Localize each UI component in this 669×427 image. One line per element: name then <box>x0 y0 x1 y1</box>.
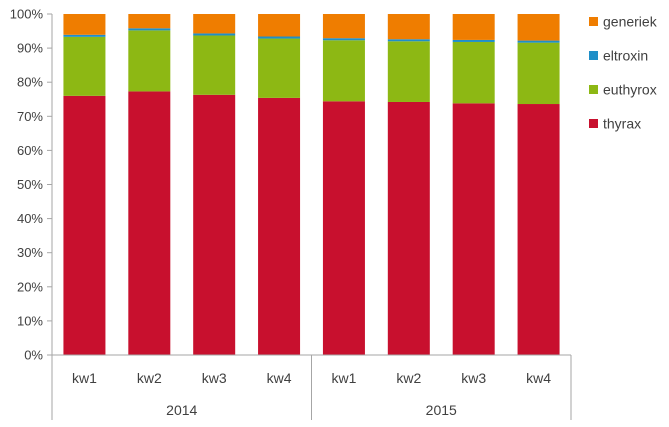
legend-swatch-generiek <box>589 17 598 26</box>
bar-segment-eltroxin <box>63 34 106 37</box>
legend-label-thyrax: thyrax <box>603 116 641 132</box>
x-tick-label: kw3 <box>461 370 486 386</box>
y-tick-label: 10% <box>17 313 43 328</box>
x-tick-label: kw4 <box>526 370 551 386</box>
x-tick-label: kw1 <box>331 370 356 386</box>
bar-segment-euthyrox <box>387 41 430 102</box>
bar-segment-thyrax <box>63 95 106 355</box>
legend: generiek eltroxin euthyrox thyrax <box>589 14 658 132</box>
bar-segment-thyrax <box>258 97 301 356</box>
legend-swatch-euthyrox <box>589 85 598 94</box>
bar-segment-eltroxin <box>128 28 171 31</box>
bar-segment-euthyrox <box>452 41 495 104</box>
legend-label-euthyrox: euthyrox <box>603 82 657 98</box>
y-tick-label: 20% <box>17 279 43 294</box>
bar-segment-thyrax <box>387 101 430 355</box>
y-tick-label: 50% <box>17 177 43 192</box>
bar-segment-eltroxin <box>517 40 560 43</box>
y-tick-label: 60% <box>17 143 43 158</box>
y-axis: 0% 10% 20% 30% 40% 50% 60% 70% 80% 90% 100% <box>10 7 53 363</box>
x-tick-label: kw4 <box>267 370 292 386</box>
legend-label-generiek: generiek <box>603 14 658 30</box>
x-group-label: 2015 <box>426 402 457 418</box>
x-tick-label: kw1 <box>72 370 97 386</box>
legend-swatch-thyrax <box>589 119 598 128</box>
y-tick-label: 40% <box>17 211 43 226</box>
bar-segment-generiek <box>452 14 495 40</box>
bar-segment-euthyrox <box>128 30 171 92</box>
bar-segment-euthyrox <box>322 40 365 102</box>
x-tick-label: kw2 <box>137 370 162 386</box>
bar-segment-eltroxin <box>322 38 365 41</box>
bar-segment-euthyrox <box>193 35 236 95</box>
bar-segment-generiek <box>193 14 236 34</box>
bar-segment-euthyrox <box>258 38 301 98</box>
bar-segment-generiek <box>517 14 560 41</box>
plot-area <box>63 14 560 356</box>
bar-segment-thyrax <box>128 91 171 356</box>
bar-segment-thyrax <box>322 101 365 356</box>
bar-segment-eltroxin <box>452 39 495 42</box>
bar-segment-thyrax <box>193 94 236 355</box>
legend-swatch-eltroxin <box>589 51 598 60</box>
y-tick-label: 0% <box>24 348 43 363</box>
bar-segment-generiek <box>322 14 365 39</box>
y-tick-label: 90% <box>17 41 43 56</box>
bar-segment-thyrax <box>452 103 495 355</box>
x-tick-label: kw2 <box>396 370 421 386</box>
bar-segment-euthyrox <box>517 42 560 105</box>
bar-segment-generiek <box>128 14 171 29</box>
bar-segment-euthyrox <box>63 36 106 96</box>
bar-segment-thyrax <box>517 104 560 355</box>
y-tick-label: 80% <box>17 75 43 90</box>
bar-segment-generiek <box>387 14 430 40</box>
y-tick-label: 70% <box>17 109 43 124</box>
y-tick-label: 30% <box>17 245 43 260</box>
legend-label-eltroxin: eltroxin <box>603 48 648 64</box>
x-axis: kw1 kw2 kw3 kw4 kw1 kw2 kw3 kw4 2014 2015 <box>51 354 572 420</box>
bar-segment-eltroxin <box>387 39 430 42</box>
x-group-label: 2014 <box>166 402 197 418</box>
bar-segment-generiek <box>258 14 301 37</box>
bar-segment-eltroxin <box>193 33 236 36</box>
x-tick-label: kw3 <box>202 370 227 386</box>
y-tick-label: 100% <box>10 7 44 22</box>
bar-segment-generiek <box>63 14 106 35</box>
bar-segment-eltroxin <box>258 36 301 39</box>
